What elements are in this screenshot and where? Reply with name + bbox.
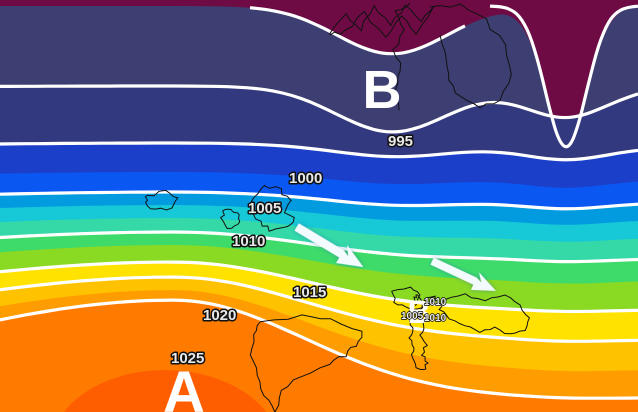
svg-text:995: 995 (388, 133, 413, 150)
svg-text:1020: 1020 (203, 307, 236, 324)
svg-text:1005: 1005 (248, 200, 281, 217)
svg-text:1000: 1000 (289, 170, 322, 187)
svg-text:1010: 1010 (232, 233, 265, 250)
svg-text:1010: 1010 (424, 297, 447, 308)
svg-text:1015: 1015 (293, 284, 326, 301)
svg-text:1005: 1005 (401, 311, 424, 322)
svg-text:1010: 1010 (424, 313, 447, 324)
svg-text:B: B (363, 60, 402, 120)
svg-text:A: A (163, 360, 205, 412)
